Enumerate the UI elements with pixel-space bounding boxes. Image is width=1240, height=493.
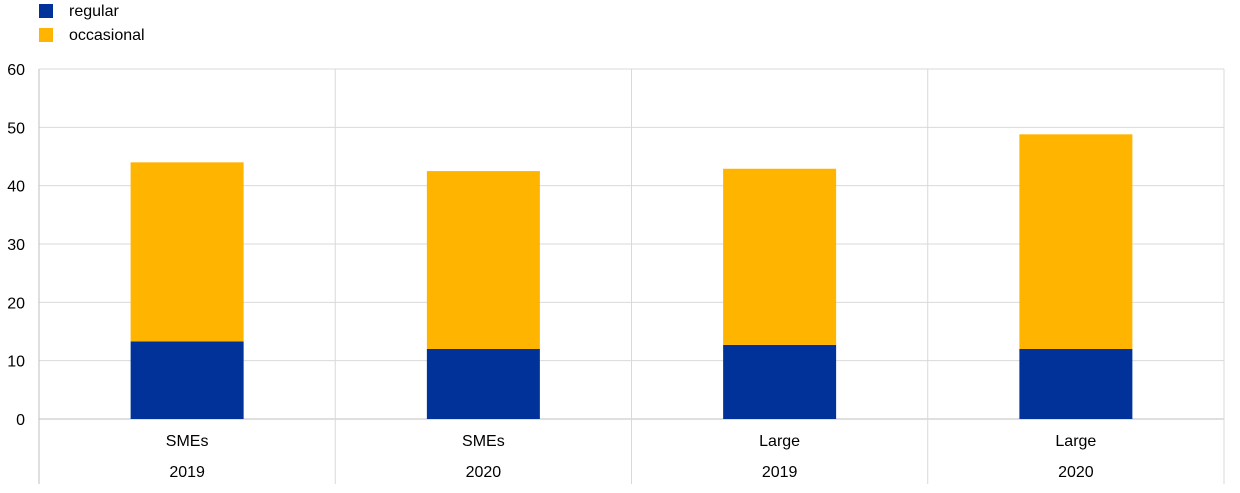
bar-regular-large-2020 bbox=[1019, 349, 1133, 419]
legend-swatch-occasional bbox=[39, 28, 53, 42]
x-tick-label-group: SMEs bbox=[462, 433, 505, 450]
y-axis: 0 10 20 30 40 50 60 bbox=[7, 62, 25, 429]
bar-regular-large-2019 bbox=[723, 344, 837, 419]
y-tick-label: 30 bbox=[7, 237, 25, 254]
y-tick-label: 20 bbox=[7, 295, 25, 312]
legend-label-regular: regular bbox=[69, 3, 119, 20]
legend-label-occasional: occasional bbox=[69, 27, 145, 44]
x-tick-label-year: 2020 bbox=[466, 464, 502, 481]
y-tick-label: 0 bbox=[16, 412, 25, 429]
bar-regular-smes-2019 bbox=[130, 341, 244, 419]
bar-occasional-large-2020 bbox=[1019, 134, 1133, 349]
x-tick-label-group: Large bbox=[1055, 433, 1096, 450]
x-tick-label-group: SMEs bbox=[166, 433, 209, 450]
axes bbox=[38, 69, 1225, 484]
x-tick-label-year: 2019 bbox=[762, 464, 798, 481]
legend: regular occasional bbox=[39, 3, 145, 44]
x-tick-label-year: 2019 bbox=[169, 464, 205, 481]
bar-occasional-smes-2019 bbox=[130, 162, 244, 342]
x-axis: SMEs 2019 SMEs 2020 Large 2019 Large 2020 bbox=[166, 433, 1097, 481]
legend-swatch-regular bbox=[39, 4, 53, 18]
bar-regular-smes-2020 bbox=[426, 349, 540, 419]
x-tick-label-year: 2020 bbox=[1058, 464, 1094, 481]
y-tick-label: 10 bbox=[7, 354, 25, 371]
bar-occasional-smes-2020 bbox=[426, 171, 540, 349]
bars bbox=[130, 134, 1133, 419]
y-tick-label: 60 bbox=[7, 62, 25, 79]
bar-occasional-large-2019 bbox=[723, 168, 837, 345]
y-tick-label: 40 bbox=[7, 179, 25, 196]
y-tick-label: 50 bbox=[7, 120, 25, 137]
x-tick-label-group: Large bbox=[759, 433, 800, 450]
